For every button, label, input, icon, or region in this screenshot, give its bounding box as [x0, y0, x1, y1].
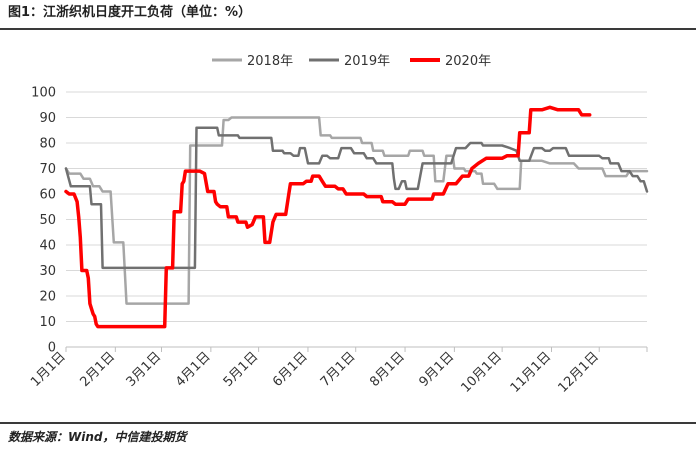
legend-label: 2019年 — [344, 54, 390, 69]
x-tick-label: 5月1日 — [221, 349, 262, 390]
y-tick-label: 20 — [39, 290, 56, 305]
top-rule — [0, 28, 696, 30]
legend-label: 2020年 — [445, 54, 491, 69]
y-tick-label: 0 — [48, 341, 56, 356]
y-tick-label: 80 — [39, 137, 56, 152]
y-tick-label: 50 — [39, 213, 56, 228]
x-tick-label: 2月1日 — [77, 349, 118, 390]
x-axis: 1月1日 2月1日 3月1日 4月1日 5月1日 6月1日 7月1日 8月1日 9月1日 10月1… — [28, 346, 648, 396]
x-tick-label: 7月1日 — [318, 349, 359, 390]
y-tick-label: 70 — [39, 162, 56, 177]
series-line-2018年 — [64, 116, 649, 305]
x-tick-label: 12月1日 — [556, 349, 603, 396]
line-chart: 0 10 20 30 40 50 60 70 80 90 100 1月1日 2月1日 3月1日 4月1日 5… — [28, 54, 649, 396]
y-tick-label: 60 — [39, 188, 56, 203]
x-tick-label: 4月1日 — [173, 349, 214, 390]
y-tick-label: 30 — [39, 264, 56, 279]
legend-label: 2018年 — [247, 54, 293, 69]
y-tick-label: 100 — [31, 86, 56, 101]
x-tick-label: 9月1日 — [417, 349, 458, 390]
bottom-rule — [0, 422, 696, 424]
data-source-note: 数据来源：Wind，中信建投期货 — [8, 430, 187, 444]
series-lines — [64, 105, 649, 329]
y-tick-label: 10 — [39, 315, 56, 330]
series-line-2020年 — [64, 105, 592, 329]
figure-title: 图1：江浙织机日度开工负荷（单位：%） — [8, 5, 252, 20]
x-tick-label: 8月1日 — [367, 349, 408, 390]
legend: 2018年 2019年 2020年 — [212, 54, 491, 69]
x-tick-label: 11月1日 — [508, 349, 555, 396]
x-tick-label: 10月1日 — [458, 349, 505, 396]
x-tick-label: 6月1日 — [270, 349, 311, 390]
gridlines — [66, 91, 647, 322]
x-tick-label: 3月1日 — [124, 349, 165, 390]
series-line-2019年 — [64, 126, 649, 270]
y-tick-label: 90 — [39, 111, 56, 126]
y-tick-label: 40 — [39, 239, 56, 254]
y-axis: 0 10 20 30 40 50 60 70 80 90 100 — [31, 86, 56, 356]
